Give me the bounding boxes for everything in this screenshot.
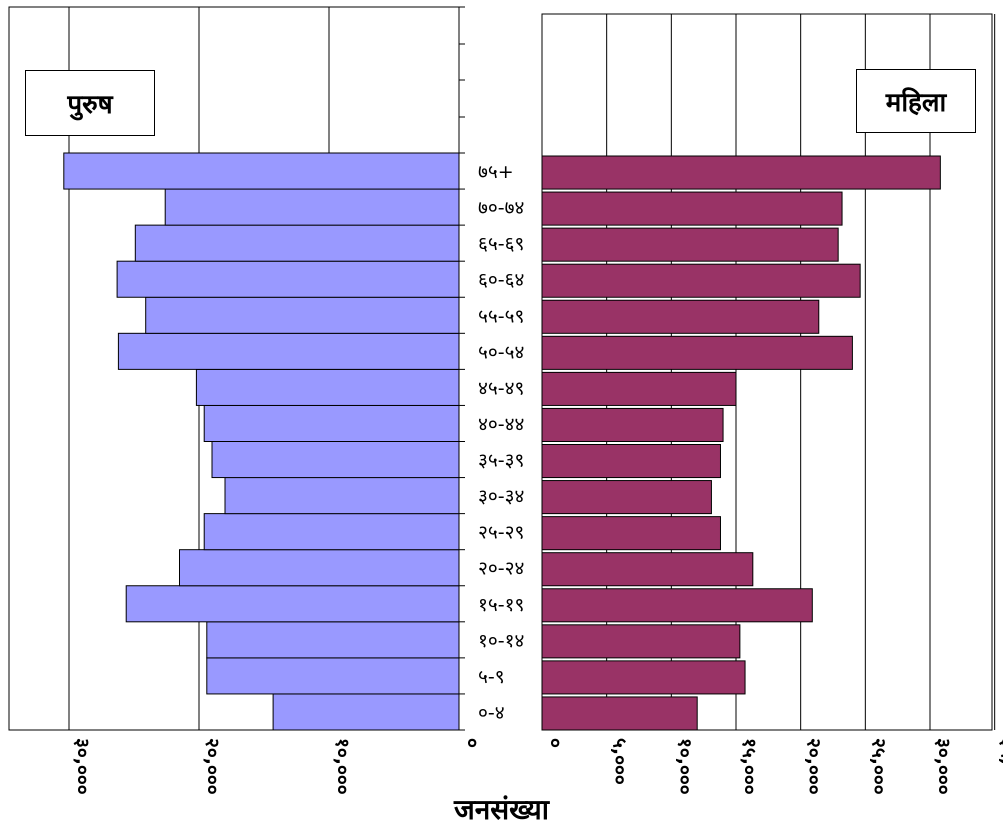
right-tick-label: ३५,०००	[997, 738, 1003, 795]
male-bar-५०-५४	[117, 332, 460, 370]
female-bar-५५-५९	[541, 299, 820, 334]
age-group-label: २५-२९	[478, 522, 524, 544]
age-group-label: ५०-५४	[478, 341, 524, 363]
legend-female-label: महिला	[885, 88, 947, 118]
legend-female: महिला	[856, 69, 976, 133]
male-bar-७०-७४	[164, 188, 460, 226]
legend-male: पुरुष	[25, 70, 155, 136]
left-tick-label: ३०,०००	[71, 738, 93, 795]
left-tick-label: २०,०००	[201, 738, 223, 795]
male-bar-६५-६९	[134, 224, 460, 262]
age-group-label: ६५-६९	[478, 233, 524, 255]
left-tick-labels: ० १०,००० २०,००० ३०,०००	[71, 738, 483, 795]
female-bar-४०-४४	[541, 407, 724, 442]
right-tick-label: १५,०००	[738, 738, 760, 795]
age-group-label: ३०-३४	[478, 486, 524, 508]
age-group-label: ७५+	[478, 161, 514, 183]
male-bar-५५-५९	[145, 296, 460, 334]
right-tick-labels: ० ५,००० १०,००० १५,००० २०,००० २५,००० ३०,००० ३५,०…	[544, 738, 1003, 795]
right-tick-label: १०,०००	[673, 738, 695, 795]
age-group-label: १०-१४	[478, 630, 524, 652]
x-axis-title: जनसंख्या	[453, 793, 550, 826]
male-bar-३०-३४	[224, 477, 460, 515]
right-tick-label: ०	[544, 738, 566, 748]
male-bars	[63, 152, 460, 731]
age-group-label: ५५-५९	[478, 305, 524, 327]
age-group-label: ४५-४९	[478, 377, 524, 399]
age-group-label: ६०-६४	[478, 269, 524, 291]
female-bar-२५-२९	[541, 516, 721, 551]
male-bar-४०-४४	[203, 404, 460, 442]
female-bar-७०-७४	[541, 191, 843, 226]
female-bar-२०-२४	[541, 552, 754, 587]
male-bar-१०-१४	[206, 621, 460, 659]
age-group-label: १५-१९	[478, 594, 524, 616]
age-group-label: ५-९	[478, 666, 505, 688]
age-group-label: ३५-३९	[478, 450, 524, 472]
female-bar-३५-३९	[541, 444, 721, 479]
male-bar-२०-२४	[179, 549, 460, 587]
female-bar-५०-५४	[541, 335, 853, 370]
right-tick-label: २०,०००	[803, 738, 825, 795]
male-bar-१५-१९	[125, 585, 460, 623]
female-bar-१०-१४	[541, 624, 741, 659]
center-axis	[458, 6, 543, 731]
female-bar-६५-६९	[541, 227, 839, 262]
female-bar-१५-१९	[541, 588, 813, 623]
male-bar-७५+	[63, 152, 460, 190]
female-bar-३०-३४	[541, 480, 712, 515]
legend-male-label: पुरुष	[67, 90, 113, 120]
male-bar-४५-४९	[195, 368, 460, 406]
male-bar-६०-६४	[116, 260, 460, 298]
female-bar-७५+	[541, 155, 941, 190]
female-bar-४५-४९	[541, 371, 737, 406]
right-tick-label: ३०,०००	[932, 738, 954, 795]
age-group-label: ०-४	[478, 702, 505, 724]
male-bar-५-९	[206, 657, 460, 695]
age-group-label: २०-२४	[478, 558, 524, 580]
male-bar-३५-३९	[211, 441, 460, 479]
male-bar-२५-२९	[203, 513, 460, 551]
age-group-label: ४०-४४	[478, 413, 524, 435]
left-tick-label: १०,०००	[331, 738, 353, 795]
age-group-label: ७०-७४	[478, 197, 524, 219]
male-bar-०-४	[272, 693, 460, 731]
left-tick-label: ०	[461, 738, 483, 748]
female-bar-५-९	[541, 660, 746, 695]
female-bars	[541, 155, 941, 731]
right-tick-label: ५,०००	[609, 738, 631, 785]
female-bar-६०-६४	[541, 263, 861, 298]
right-tick-label: २५,०००	[867, 738, 889, 795]
female-bar-०-४	[541, 696, 698, 731]
age-group-labels: ०-४ ५-९ १०-१४ १५-१९ २०-२४ २५-२९ ३०-३४ ३५-३९ ४०-४…	[478, 161, 524, 724]
